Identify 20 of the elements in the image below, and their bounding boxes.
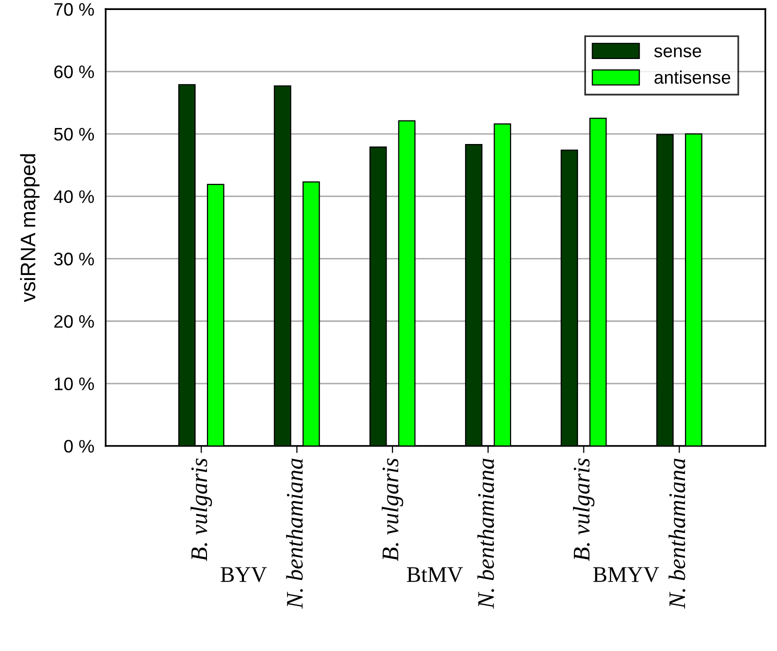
y-tick-label: 10 % xyxy=(54,377,94,390)
legend-label: antisense xyxy=(654,70,730,84)
y-axis-title: vsiRNA mapped xyxy=(20,154,40,302)
x-tick-label: N. benthamiana xyxy=(477,458,494,609)
x-tick-label: B. vulgaris xyxy=(190,458,212,562)
x-tick-label: N. benthamiana xyxy=(286,458,303,609)
x-tick-label: N. benthamiana xyxy=(668,458,686,609)
text: BtMV xyxy=(406,567,463,582)
y-tick-label: 70 % xyxy=(54,3,94,16)
x-tick-label: B. vulgaris xyxy=(572,458,594,562)
x-tick-label: B. vulgaris xyxy=(382,458,404,562)
y-tick-label: 50 % xyxy=(54,128,94,141)
text: BMYV xyxy=(593,567,660,582)
text: BYV xyxy=(220,567,267,582)
y-tick-label: 0 % xyxy=(64,440,94,453)
legend-label: sense xyxy=(654,47,702,58)
y-tick-label: 40 % xyxy=(54,190,94,204)
y-tick-label: 20 % xyxy=(54,315,94,328)
y-tick-label: 60 % xyxy=(54,65,94,78)
y-tick-label: 30 % xyxy=(54,252,94,266)
